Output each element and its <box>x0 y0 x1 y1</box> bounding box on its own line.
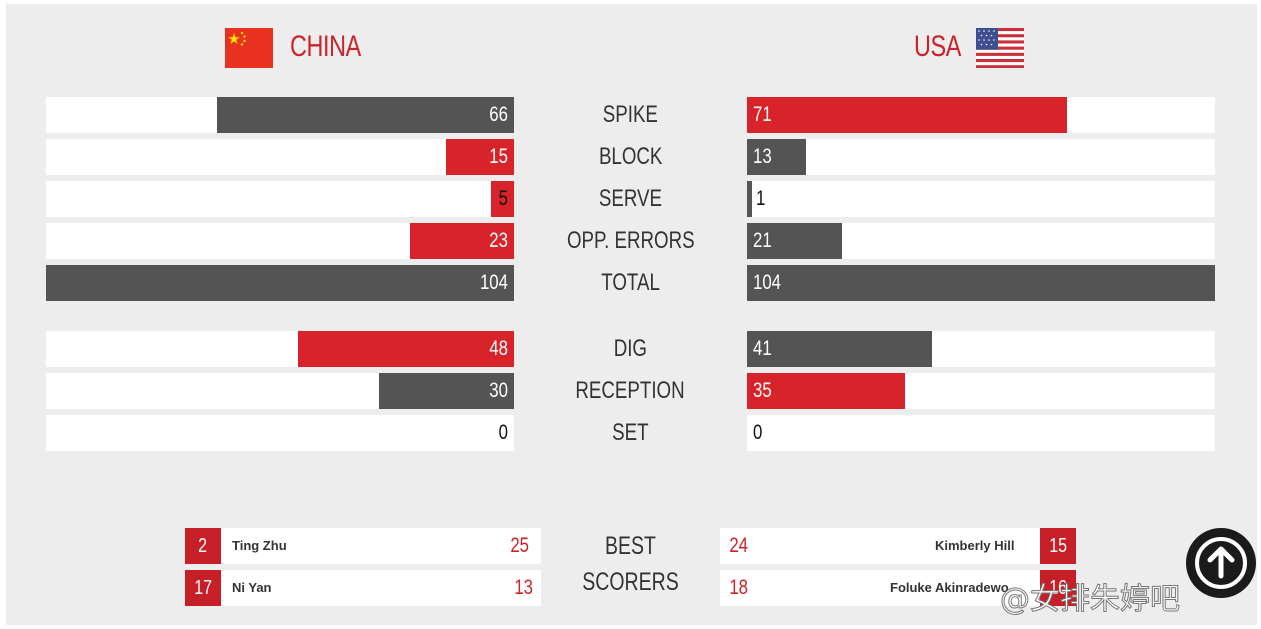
scorer-number: 17 <box>185 570 221 606</box>
stat-bar-left <box>217 97 514 133</box>
stat-value-right: 13 <box>753 145 772 168</box>
best-scorers-label: BEST SCORERS <box>582 532 679 596</box>
stat-row-left-bg <box>46 415 514 451</box>
stat-bar-left <box>379 373 514 409</box>
scorer-number: 2 <box>185 528 221 564</box>
stat-label-text: SET <box>612 419 649 446</box>
scorer-row <box>221 570 541 606</box>
stat-value-left: 66 <box>489 103 508 126</box>
stat-row-right-bg <box>747 181 1215 217</box>
stat-label: OPP. ERRORS <box>514 223 747 259</box>
stat-bar-right <box>747 331 932 367</box>
stat-label-text: OPP. ERRORS <box>566 227 695 254</box>
scorer-name: Foluke Akinradewo <box>890 580 1009 595</box>
team-name-left: CHINA <box>290 30 361 63</box>
stat-value-right: 41 <box>753 337 772 360</box>
stat-row-right-bg <box>747 139 1215 175</box>
stat-label: SPIKE <box>514 97 747 133</box>
stat-row-left-bg <box>46 139 514 175</box>
scorer-name: Ting Zhu <box>232 538 287 553</box>
stat-label: SERVE <box>514 181 747 217</box>
stat-bar-right <box>747 181 752 217</box>
scorer-name: Kimberly Hill <box>935 538 1015 553</box>
stat-bar-left <box>446 139 514 175</box>
stat-bar-left <box>491 181 514 217</box>
stat-label-text: BLOCK <box>598 143 663 170</box>
stat-label-text: TOTAL <box>601 269 660 296</box>
scorer-number: 16 <box>1040 570 1076 606</box>
stat-value-right: 21 <box>753 229 772 252</box>
scorer-points: 13 <box>514 576 534 599</box>
scorer-points: 18 <box>729 576 749 599</box>
scorer-points: 25 <box>510 534 530 557</box>
stat-bar-right <box>747 97 1067 133</box>
stat-label-text: SERVE <box>598 185 663 212</box>
stat-bar-left <box>410 223 514 259</box>
stat-value-left: 48 <box>489 337 508 360</box>
stat-bar-right <box>747 139 806 175</box>
stat-value-left: 15 <box>489 145 508 168</box>
stat-value-left: 30 <box>489 379 508 402</box>
scorer-name: Ni Yan <box>232 580 272 595</box>
arrow-up-circle-icon <box>1195 537 1247 589</box>
scorer-number: 15 <box>1040 528 1076 564</box>
stat-bar-right <box>747 223 842 259</box>
stat-bar-left <box>46 265 514 301</box>
stat-value-right: 35 <box>753 379 772 402</box>
stat-bar-right <box>747 265 1215 301</box>
stat-row-left-bg <box>46 181 514 217</box>
stat-label: DIG <box>514 331 747 367</box>
watermark: @女排朱婷吧 <box>1000 582 1181 618</box>
china-flag-icon <box>225 28 273 68</box>
stat-value-left: 104 <box>479 271 508 294</box>
stat-value-right: 71 <box>753 103 772 126</box>
stat-value-left: 0 <box>498 421 508 444</box>
stat-value-left: 5 <box>498 187 508 210</box>
stat-bar-left <box>298 331 514 367</box>
stat-label: RECEPTION <box>514 373 747 409</box>
stat-bar-right <box>747 373 905 409</box>
scorer-points: 24 <box>729 534 749 557</box>
stat-value-right: 0 <box>753 421 763 444</box>
scorer-row <box>720 570 1040 606</box>
stat-label: TOTAL <box>514 265 747 301</box>
scorer-row <box>221 528 541 564</box>
stat-label-text: DIG <box>613 335 648 362</box>
stat-value-right: 104 <box>753 271 782 294</box>
team-name-right: USA <box>914 30 961 63</box>
stat-label-text: SPIKE <box>602 101 659 128</box>
stat-label-text: RECEPTION <box>575 377 686 404</box>
scorer-row <box>720 528 1040 564</box>
usa-flag-icon <box>976 28 1024 68</box>
stat-value-right: 1 <box>756 187 766 210</box>
stat-value-left: 23 <box>489 229 508 252</box>
stat-row-right-bg <box>747 415 1215 451</box>
stat-label: SET <box>514 415 747 451</box>
scroll-top-button[interactable] <box>1186 528 1256 598</box>
stat-label: BLOCK <box>514 139 747 175</box>
